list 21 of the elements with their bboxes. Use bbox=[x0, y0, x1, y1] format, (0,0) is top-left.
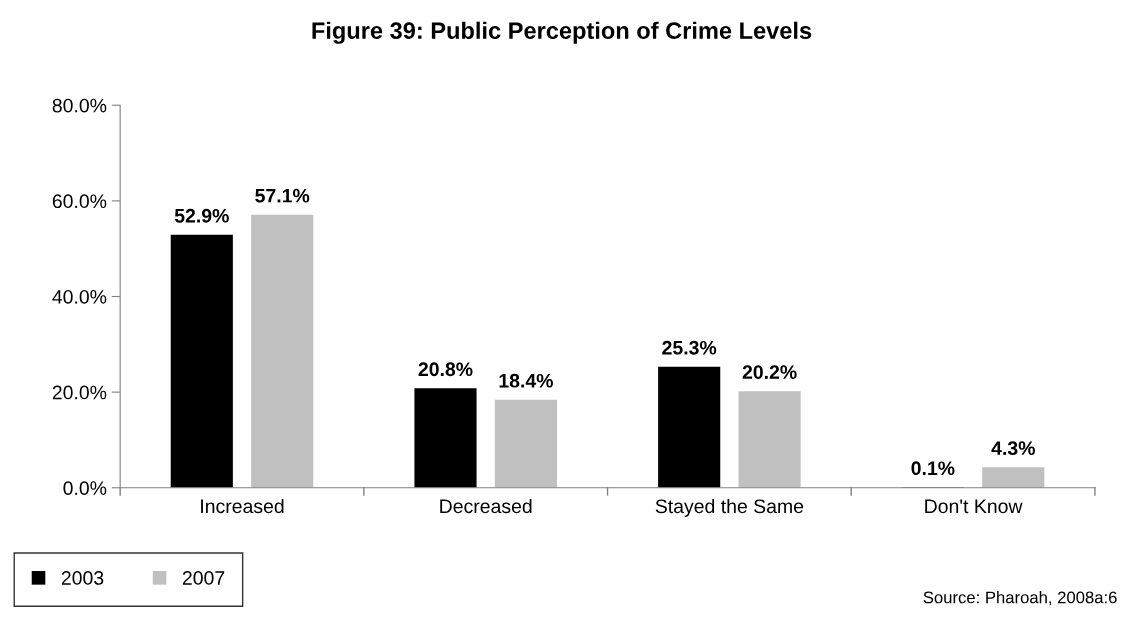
y-tick-label: 0.0% bbox=[63, 481, 107, 496]
source-note: Source: Pharoah, 2008a:6 bbox=[923, 591, 1117, 606]
data-label: 57.1% bbox=[255, 188, 310, 203]
legend-label: 2007 bbox=[182, 571, 225, 585]
y-tick-label: 60.0% bbox=[52, 194, 107, 209]
y-tick-label: 80.0% bbox=[52, 98, 107, 113]
x-tick-label: Don't Know bbox=[925, 499, 1023, 514]
data-label: 18.4% bbox=[499, 373, 553, 388]
chart-title: Figure 39: Public Perception of Crime Levels bbox=[312, 21, 812, 44]
x-tick-label: Increased bbox=[201, 498, 284, 514]
data-label: 52.9% bbox=[174, 208, 229, 223]
x-tick-label: Decreased bbox=[440, 498, 532, 514]
data-label: 20.2% bbox=[742, 365, 797, 379]
data-label: 4.3% bbox=[991, 441, 1035, 456]
data-label: 20.8% bbox=[418, 362, 473, 377]
y-tick-label: 20.0% bbox=[52, 385, 107, 400]
data-label: 0.1% bbox=[911, 461, 955, 476]
x-tick-label: Stayed the Same bbox=[655, 498, 804, 518]
legend-label: 2003 bbox=[61, 571, 104, 585]
y-tick-label: 40.0% bbox=[52, 289, 107, 304]
data-label: 25.3% bbox=[662, 340, 717, 355]
